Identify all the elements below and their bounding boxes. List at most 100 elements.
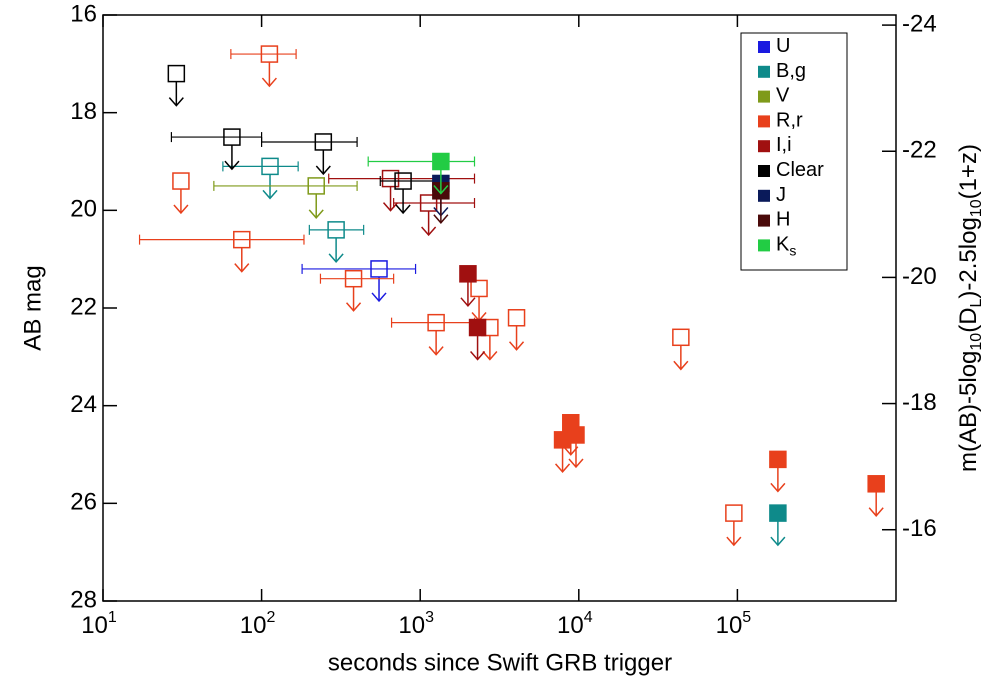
legend-name: R,r [776, 110, 803, 132]
legend-label: B,g [776, 60, 806, 82]
data-point [769, 504, 787, 522]
upper-limit-arrowhead [382, 202, 399, 212]
x-tick-exponent: 1 [108, 609, 117, 626]
legend-label: H [776, 209, 790, 231]
upper-limit-arrowhead [315, 165, 331, 176]
data-point [167, 64, 186, 83]
y2-axis-label: m(AB)-5log10(DL)-2.5log10(1+z) [955, 144, 985, 472]
label-subscript: 10 [968, 333, 985, 351]
upper-limit-arrowhead [433, 185, 449, 195]
x-tick-label: 102 [240, 609, 276, 639]
data-point [381, 169, 400, 188]
legend-name: K [776, 234, 790, 256]
upper-limit-arrowhead [770, 536, 786, 547]
label-subscript: 10 [968, 199, 985, 217]
legend-swatch [758, 140, 770, 153]
data-point [223, 128, 241, 146]
data-point [459, 265, 477, 283]
data-point [394, 172, 412, 190]
legend-name: Clear [776, 159, 824, 181]
x-axis-label: seconds since Swift GRB trigger [328, 649, 672, 676]
data-point [260, 45, 279, 63]
upper-limit-arrowhead [508, 341, 525, 351]
y2-tick-label: -18 [902, 389, 937, 416]
upper-limit-arrowhead [395, 204, 411, 215]
legend-swatch [758, 239, 770, 252]
data-point [507, 309, 526, 327]
legend-name: B,g [776, 60, 806, 82]
upper-limit-arrowhead [482, 351, 498, 361]
y-tick-label: 20 [70, 196, 97, 223]
data-point [567, 426, 585, 444]
upper-limit-arrowhead [262, 189, 278, 200]
x-tick-label: 105 [716, 609, 752, 639]
upper-limit-arrowhead [224, 160, 240, 171]
legend-name-subscript: s [789, 242, 796, 258]
data-point [307, 177, 325, 195]
y2-tick-label: -20 [902, 263, 937, 290]
data-point [432, 152, 450, 171]
data-point [344, 269, 363, 288]
upper-limit-arrowhead [308, 209, 324, 220]
data-point [672, 328, 690, 347]
label-text: m(AB)-5log [955, 351, 982, 472]
upper-limit-arrowhead [168, 97, 184, 107]
data-point [470, 279, 488, 298]
y-tick-label: 16 [70, 0, 97, 27]
data-point [327, 221, 345, 239]
x-tick-label: 104 [557, 609, 593, 639]
upper-limit-arrowhead [460, 297, 476, 307]
legend-name: I,i [776, 134, 792, 156]
label-text: )-2.5log [955, 217, 982, 298]
legend-swatch [758, 90, 770, 103]
legend-swatch [758, 65, 770, 78]
y-axis-label: AB mag [19, 265, 46, 350]
label-text: (D [955, 307, 982, 332]
legend-swatch [758, 115, 770, 128]
y-tick-label: 22 [70, 293, 97, 320]
x-tick-exponent: 4 [584, 609, 593, 626]
y2-tick-label: -16 [902, 515, 937, 542]
upper-limit-arrowhead [328, 253, 344, 264]
data-point [314, 133, 333, 151]
upper-limit-arrowhead [568, 458, 584, 469]
data-point [233, 230, 251, 249]
x-tick-base: 10 [557, 612, 584, 639]
upper-limit-arrowhead [173, 204, 189, 215]
upper-limit-arrowhead [428, 346, 444, 356]
data-point [427, 313, 445, 332]
data-point [867, 475, 885, 493]
y-tick-label: 24 [70, 391, 97, 418]
data-point [172, 172, 190, 190]
x-tick-exponent: 3 [425, 609, 434, 626]
data-point [419, 194, 438, 212]
legend-label: Ks [776, 234, 796, 258]
y2-tick-label: -22 [902, 137, 937, 164]
legend-label: J [776, 184, 786, 206]
data-point [370, 260, 388, 278]
data-point [769, 450, 787, 469]
upper-limit-arrowhead [770, 482, 786, 493]
legend-label: I,i [776, 134, 792, 156]
label-subscript: L [968, 298, 985, 307]
x-tick-exponent: 5 [742, 609, 751, 626]
legend-name: H [776, 209, 790, 231]
upper-limit-arrowhead [234, 263, 250, 273]
x-tick-label: 101 [81, 609, 117, 639]
upper-limit-arrowhead [345, 302, 362, 312]
y-tick-label: 28 [70, 586, 97, 613]
legend-label: Clear [776, 159, 824, 181]
upper-limit-arrowhead [371, 292, 387, 303]
upper-limit-arrowhead [433, 214, 449, 224]
legend-name: V [776, 85, 790, 107]
label-text: (1+z) [955, 144, 982, 199]
x-tick-exponent: 2 [266, 609, 275, 626]
legend-swatch [758, 41, 770, 53]
upper-limit-arrowhead [261, 77, 277, 88]
x-tick-base: 10 [716, 612, 743, 639]
upper-limit-arrowhead [421, 226, 437, 237]
upper-limit-arrowhead [868, 507, 884, 517]
legend-swatch [758, 214, 770, 227]
legend-label: R,r [776, 110, 803, 132]
